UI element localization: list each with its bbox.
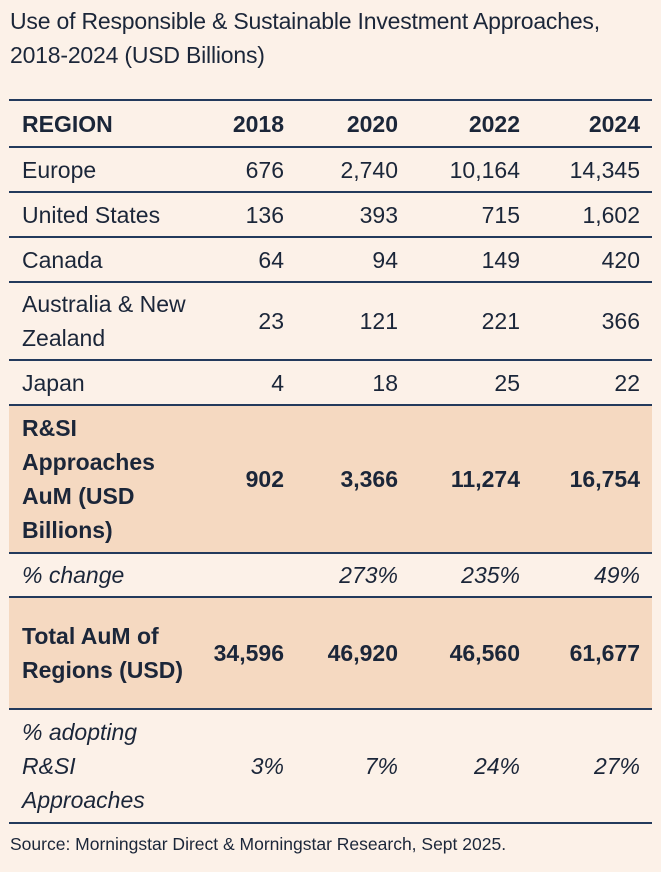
- region-label: Europe: [22, 156, 97, 183]
- value-2020: 3,366: [340, 466, 398, 492]
- value-2018: 4: [271, 369, 284, 396]
- value-2022: 221: [481, 308, 520, 334]
- region-label: Australia & New Zealand: [22, 291, 186, 351]
- header-region: REGION: [22, 110, 113, 137]
- value-2020: 273%: [339, 562, 398, 588]
- value-2024: 16,754: [569, 466, 640, 492]
- value-2020: 393: [359, 201, 398, 228]
- value-2018: 23: [258, 308, 284, 334]
- table-row-australia-new-zealand: Australia & New Zealand 23 121 221 366: [9, 282, 652, 360]
- pct-adopting-label: % adopting R&SI Approaches: [22, 719, 145, 813]
- value-2022: 25: [494, 369, 520, 396]
- value-2018: 34,596: [213, 640, 284, 666]
- value-2022: 11,274: [450, 466, 520, 492]
- region-label: United States: [22, 201, 161, 228]
- value-2024: 27%: [593, 753, 640, 779]
- value-2024: 14,345: [569, 156, 640, 183]
- value-2024: 61,677: [569, 640, 640, 666]
- value-2018: 3%: [250, 753, 284, 779]
- table-row-rsi-aum-total: R&SI Approaches AuM (USD Billions) 902 3…: [9, 405, 652, 553]
- table-title: Use of Responsible & Sustainable Investm…: [10, 8, 600, 68]
- value-2022: 715: [481, 201, 520, 228]
- table-row-united-states: United States 136 393 715 1,602: [9, 192, 652, 237]
- table-row-canada: Canada 64 94 149 420: [9, 237, 652, 282]
- value-2024: 22: [614, 369, 640, 396]
- value-2018: 64: [258, 246, 284, 273]
- header-2024: 2024: [588, 110, 640, 137]
- value-2020: 2,740: [340, 156, 398, 183]
- header-2020: 2020: [346, 110, 398, 137]
- header-2022: 2022: [468, 110, 520, 137]
- source-note: Source: Morningstar Direct & Morningstar…: [10, 834, 507, 854]
- value-2018: 902: [245, 466, 284, 492]
- value-2018: 676: [245, 156, 284, 183]
- value-2022: 24%: [473, 753, 520, 779]
- value-2022: 10,164: [449, 156, 520, 183]
- value-2022: 235%: [461, 562, 520, 588]
- value-2018: [199, 553, 296, 597]
- value-2024: 1,602: [582, 201, 640, 228]
- value-2020: 121: [359, 308, 398, 334]
- value-2018: 136: [245, 201, 284, 228]
- table-row-europe: Europe 676 2,740 10,164 14,345: [9, 147, 652, 192]
- value-2024: 366: [601, 308, 640, 334]
- total-aum-label: Total AuM of Regions (USD): [22, 623, 183, 683]
- rsi-investment-table: REGION 2018 2020 2022 2024 Europe 676 2,…: [9, 99, 652, 824]
- region-label: Japan: [22, 369, 85, 396]
- value-2024: 420: [601, 246, 640, 273]
- rsi-aum-label: R&SI Approaches AuM (USD Billions): [22, 415, 155, 543]
- header-row: REGION 2018 2020 2022 2024: [9, 100, 652, 147]
- value-2022: 46,560: [449, 640, 520, 666]
- value-2020: 7%: [364, 753, 398, 779]
- table-row-pct-change: % change 273% 235% 49%: [9, 553, 652, 597]
- table-row-pct-adopting: % adopting R&SI Approaches 3% 7% 24% 27%: [9, 709, 652, 823]
- region-label: Canada: [22, 246, 103, 273]
- header-2018: 2018: [232, 110, 284, 137]
- value-2022: 149: [481, 246, 520, 273]
- pct-change-label: % change: [22, 562, 125, 588]
- value-2020: 46,920: [327, 640, 398, 666]
- value-2020: 18: [372, 369, 398, 396]
- table-row-japan: Japan 4 18 25 22: [9, 360, 652, 405]
- value-2020: 94: [372, 246, 398, 273]
- table-row-total-aum: Total AuM of Regions (USD) 34,596 46,920…: [9, 597, 652, 709]
- value-2024: 49%: [593, 562, 640, 588]
